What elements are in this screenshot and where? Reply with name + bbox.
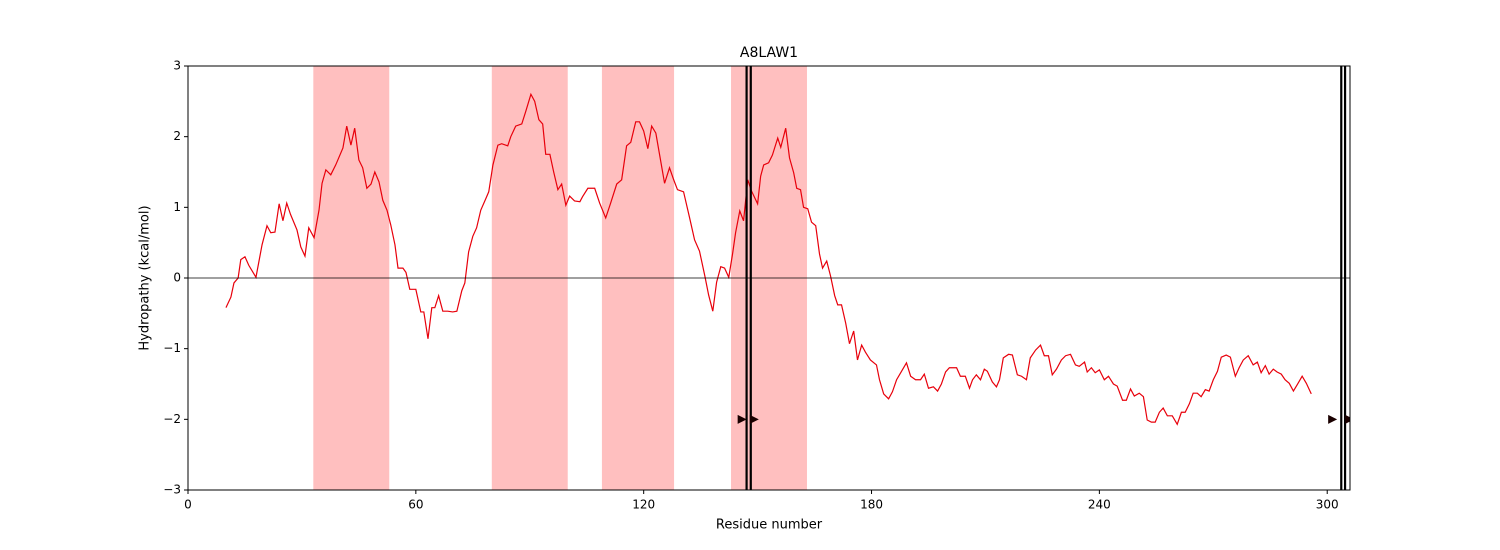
y-tick-label: −1 [163, 341, 181, 355]
y-tick-label: 3 [173, 59, 181, 73]
x-tick-label: 120 [632, 498, 655, 512]
y-tick-label: −3 [163, 483, 181, 497]
x-tick-label: 0 [184, 498, 192, 512]
x-tick-label: 60 [408, 498, 423, 512]
marker [737, 414, 747, 424]
plot-area [188, 66, 1350, 490]
y-tick-label: −2 [163, 412, 181, 426]
y-tick-label: 0 [173, 271, 181, 285]
marker [749, 414, 759, 424]
y-axis-label: Hydropathy (kcal/mol) [138, 205, 153, 350]
marker [1345, 414, 1350, 424]
axes: 0 60 120 180 240 300 −3 −2 −1 0 1 2 3 [163, 59, 1351, 512]
y-tick-label: 2 [173, 129, 181, 143]
x-axis-label: Residue number [716, 518, 823, 533]
x-tick-label: 180 [860, 498, 883, 512]
y-tick-label: 1 [173, 200, 181, 214]
x-tick-label: 300 [1316, 498, 1339, 512]
marker [1328, 414, 1338, 424]
x-tick-label: 240 [1088, 498, 1111, 512]
chart-title: A8LAW1 [740, 45, 798, 61]
